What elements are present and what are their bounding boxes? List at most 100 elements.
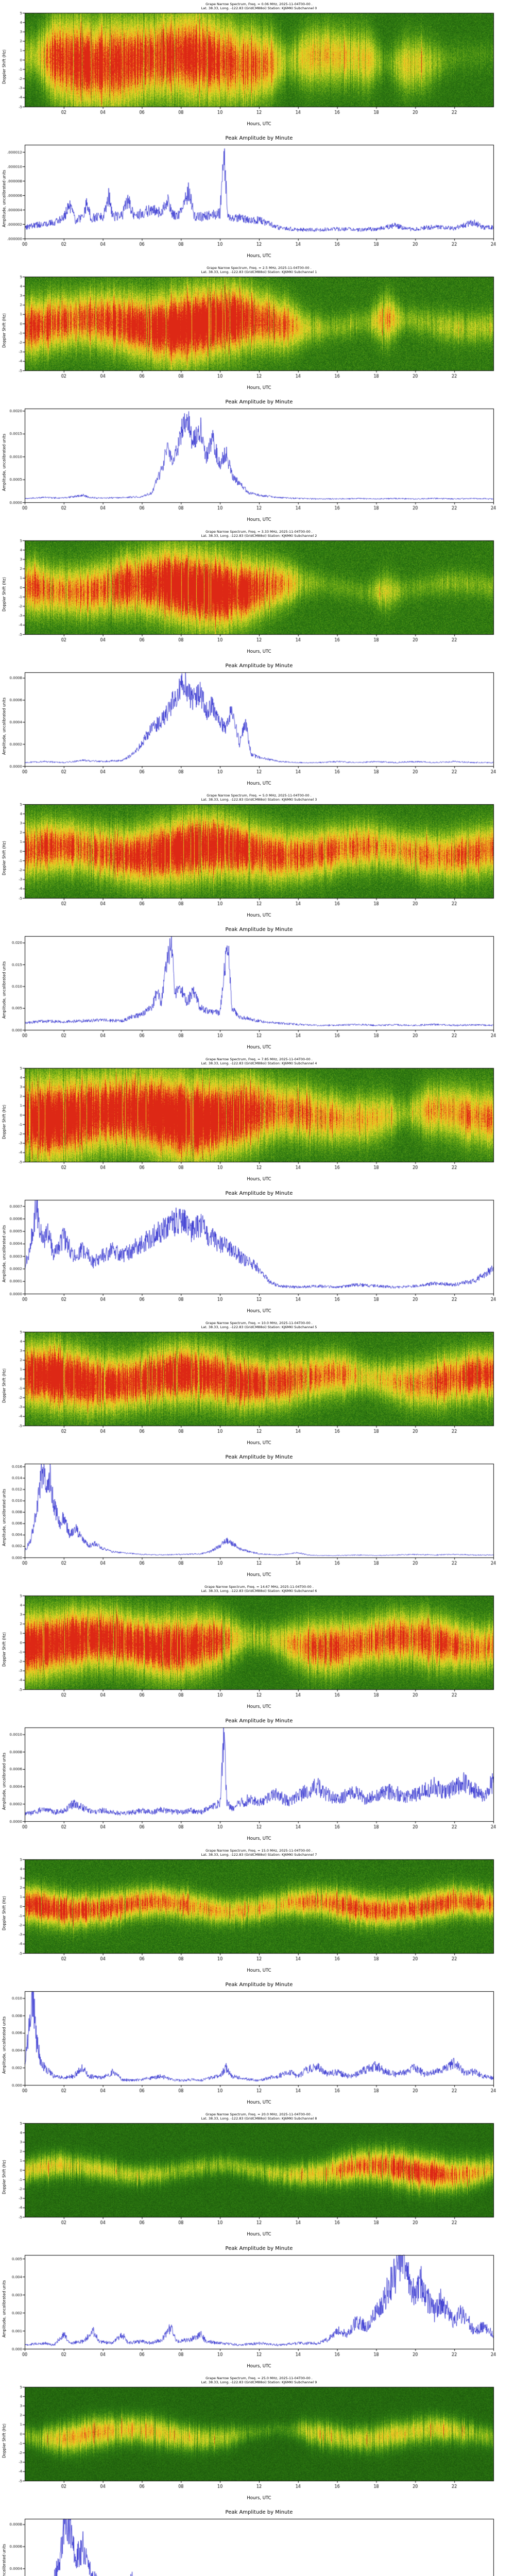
hours-axis-label: Hours, UTC bbox=[247, 2364, 271, 2369]
spectrogram-subtitle: Lat. 38.33, Long. -122.83 (GridCM88oi) S… bbox=[201, 798, 317, 802]
hours-axis-label: Hours, UTC bbox=[247, 1836, 271, 1841]
spectrogram-plot-row: Doppler Shift (Hz) bbox=[1, 1066, 515, 1177]
line-plot-row: Amplitude, uncalibrated units bbox=[1, 1462, 515, 1573]
line-chart-canvas bbox=[7, 143, 497, 254]
spectrogram-canvas bbox=[7, 2122, 497, 2232]
line-chart-canvas bbox=[7, 2517, 497, 2576]
spectrogram-title: Grape Narrow Spectrum, Freq. = 25.0 MHz,… bbox=[205, 2376, 313, 2380]
hours-axis-label: Hours, UTC bbox=[247, 781, 271, 786]
spectrogram-panel: Grape Narrow Spectrum, Freq. = 0.06 MHz,… bbox=[0, 0, 515, 132]
line-plot-row: Amplitude, uncalibrated units bbox=[1, 935, 515, 1045]
spectrogram-subtitle: Lat. 38.33, Long. -122.83 (GridCM88oi) S… bbox=[201, 2116, 317, 2121]
spectrogram-plot-row: Doppler Shift (Hz) bbox=[1, 803, 515, 913]
spectrogram-title: Grape Narrow Spectrum, Freq. = 5.0 MHz, … bbox=[207, 793, 312, 798]
spectrogram-title: Grape Narrow Spectrum, Freq. = 0.06 MHz,… bbox=[205, 2, 313, 6]
peak-amplitude-panel: Peak Amplitude by Minute Amplitude, unca… bbox=[0, 1187, 515, 1319]
peak-amplitude-panel: Peak Amplitude by Minute Amplitude, unca… bbox=[0, 1715, 515, 1846]
peak-amplitude-panel: Peak Amplitude by Minute Amplitude, unca… bbox=[0, 132, 515, 264]
peak-amplitude-panel: Peak Amplitude by Minute Amplitude, unca… bbox=[0, 396, 515, 528]
line-chart-title: Peak Amplitude by Minute bbox=[225, 663, 293, 669]
line-plot-row: Amplitude, uncalibrated units bbox=[1, 1198, 515, 1309]
amplitude-axis-label: Amplitude, uncalibrated units bbox=[2, 2280, 7, 2338]
spectrogram-subtitle: Lat. 38.33, Long. -122.83 (GridCM88oi) S… bbox=[201, 1325, 317, 1329]
doppler-axis-label: Doppler Shift (Hz) bbox=[2, 577, 7, 612]
spectrogram-canvas bbox=[7, 1330, 497, 1441]
hours-axis-label: Hours, UTC bbox=[247, 122, 271, 127]
spectrogram-subtitle: Lat. 38.33, Long. -122.83 (GridCM88oi) S… bbox=[201, 1853, 317, 1857]
spectrogram-title: Grape Narrow Spectrum, Freq. = 20.0 MHz,… bbox=[205, 2112, 313, 2116]
hours-axis-label: Hours, UTC bbox=[247, 517, 271, 522]
hours-axis-label: Hours, UTC bbox=[247, 1440, 271, 1446]
line-plot-row: Amplitude, uncalibrated units bbox=[1, 143, 515, 254]
line-plot-row: Amplitude, uncalibrated units bbox=[1, 1726, 515, 1837]
spectrogram-plot-row: Doppler Shift (Hz) bbox=[1, 2122, 515, 2232]
spectrogram-plot-row: Doppler Shift (Hz) bbox=[1, 1330, 515, 1441]
peak-amplitude-panel: Peak Amplitude by Minute Amplitude, unca… bbox=[0, 659, 515, 791]
doppler-axis-label: Doppler Shift (Hz) bbox=[2, 2160, 7, 2194]
spectrogram-canvas bbox=[7, 11, 497, 122]
line-chart-canvas bbox=[7, 1726, 497, 1837]
spectrogram-subtitle: Lat. 38.33, Long. -122.83 (GridCM88oi) S… bbox=[201, 2380, 317, 2384]
amplitude-axis-label: Amplitude, uncalibrated units bbox=[2, 170, 7, 228]
line-chart-canvas bbox=[7, 935, 497, 1045]
hours-axis-label: Hours, UTC bbox=[247, 253, 271, 259]
spectrogram-panel: Grape Narrow Spectrum, Freq. = 10.0 MHz,… bbox=[0, 1319, 515, 1451]
line-chart-canvas bbox=[7, 2253, 497, 2364]
spectrogram-canvas bbox=[7, 1066, 497, 1177]
spectrogram-canvas bbox=[7, 275, 497, 386]
line-chart-title: Peak Amplitude by Minute bbox=[225, 1982, 293, 1988]
spectrogram-panel: Grape Narrow Spectrum, Freq. = 3.33 MHz,… bbox=[0, 528, 515, 659]
line-plot-row: Amplitude, uncalibrated units bbox=[1, 671, 515, 782]
doppler-axis-label: Doppler Shift (Hz) bbox=[2, 2424, 7, 2458]
spectrogram-panel: Grape Narrow Spectrum, Freq. = 25.0 MHz,… bbox=[0, 2374, 515, 2506]
spectrogram-title: Grape Narrow Spectrum, Freq. = 2.5 MHz, … bbox=[207, 266, 312, 270]
peak-amplitude-panel: Peak Amplitude by Minute Amplitude, unca… bbox=[0, 2506, 515, 2576]
hours-axis-label: Hours, UTC bbox=[247, 1968, 271, 1973]
hours-axis-label: Hours, UTC bbox=[247, 2100, 271, 2105]
doppler-axis-label: Doppler Shift (Hz) bbox=[2, 313, 7, 348]
peak-amplitude-panel: Peak Amplitude by Minute Amplitude, unca… bbox=[0, 2242, 515, 2374]
line-plot-row: Amplitude, uncalibrated units bbox=[1, 407, 515, 518]
hours-axis-label: Hours, UTC bbox=[247, 649, 271, 654]
amplitude-axis-label: Amplitude, uncalibrated units bbox=[2, 2544, 7, 2576]
spectrogram-subtitle: Lat. 38.33, Long. -122.83 (GridCM88oi) S… bbox=[201, 1589, 317, 1593]
doppler-axis-label: Doppler Shift (Hz) bbox=[2, 49, 7, 84]
spectrogram-canvas bbox=[7, 1594, 497, 1705]
spectrogram-title: Grape Narrow Spectrum, Freq. = 7.85 MHz,… bbox=[205, 1057, 313, 1061]
spectrogram-plot-row: Doppler Shift (Hz) bbox=[1, 1858, 515, 1969]
line-chart-title: Peak Amplitude by Minute bbox=[225, 1454, 293, 1460]
peak-amplitude-panel: Peak Amplitude by Minute Amplitude, unca… bbox=[0, 1451, 515, 1583]
spectrogram-canvas bbox=[7, 2385, 497, 2496]
spectrogram-plot-row: Doppler Shift (Hz) bbox=[1, 1594, 515, 1705]
line-chart-title: Peak Amplitude by Minute bbox=[225, 927, 293, 933]
amplitude-axis-label: Amplitude, uncalibrated units bbox=[2, 1752, 7, 1810]
line-plot-row: Amplitude, uncalibrated units bbox=[1, 2253, 515, 2364]
spectrogram-plot-row: Doppler Shift (Hz) bbox=[1, 275, 515, 386]
amplitude-axis-label: Amplitude, uncalibrated units bbox=[2, 1225, 7, 1283]
amplitude-axis-label: Amplitude, uncalibrated units bbox=[2, 2016, 7, 2074]
hours-axis-label: Hours, UTC bbox=[247, 1045, 271, 1050]
line-chart-title: Peak Amplitude by Minute bbox=[225, 2510, 293, 2515]
line-chart-canvas bbox=[7, 1462, 497, 1573]
line-chart-canvas bbox=[7, 1198, 497, 1309]
line-chart-canvas bbox=[7, 407, 497, 518]
spectrogram-plot-row: Doppler Shift (Hz) bbox=[1, 539, 515, 650]
hours-axis-label: Hours, UTC bbox=[247, 1704, 271, 1709]
hours-axis-label: Hours, UTC bbox=[247, 1309, 271, 1314]
spectrogram-panel: Grape Narrow Spectrum, Freq. = 14.67 MHz… bbox=[0, 1583, 515, 1715]
amplitude-axis-label: Amplitude, uncalibrated units bbox=[2, 1488, 7, 1547]
spectrogram-panel: Grape Narrow Spectrum, Freq. = 5.0 MHz, … bbox=[0, 791, 515, 923]
line-chart-title: Peak Amplitude by Minute bbox=[225, 1718, 293, 1724]
hours-axis-label: Hours, UTC bbox=[247, 385, 271, 391]
spectrogram-title: Grape Narrow Spectrum, Freq. = 10.0 MHz,… bbox=[205, 1321, 313, 1325]
hours-axis-label: Hours, UTC bbox=[247, 913, 271, 918]
line-chart-title: Peak Amplitude by Minute bbox=[225, 399, 293, 405]
doppler-axis-label: Doppler Shift (Hz) bbox=[2, 1368, 7, 1403]
line-chart-canvas bbox=[7, 1990, 497, 2100]
spectrogram-canvas bbox=[7, 803, 497, 913]
line-chart-title: Peak Amplitude by Minute bbox=[225, 1191, 293, 1196]
spectrogram-panel: Grape Narrow Spectrum, Freq. = 15.0 MHz,… bbox=[0, 1846, 515, 1978]
peak-amplitude-panel: Peak Amplitude by Minute Amplitude, unca… bbox=[0, 923, 515, 1055]
spectrogram-title: Grape Narrow Spectrum, Freq. = 14.67 MHz… bbox=[204, 1585, 314, 1589]
hours-axis-label: Hours, UTC bbox=[247, 1572, 271, 1578]
